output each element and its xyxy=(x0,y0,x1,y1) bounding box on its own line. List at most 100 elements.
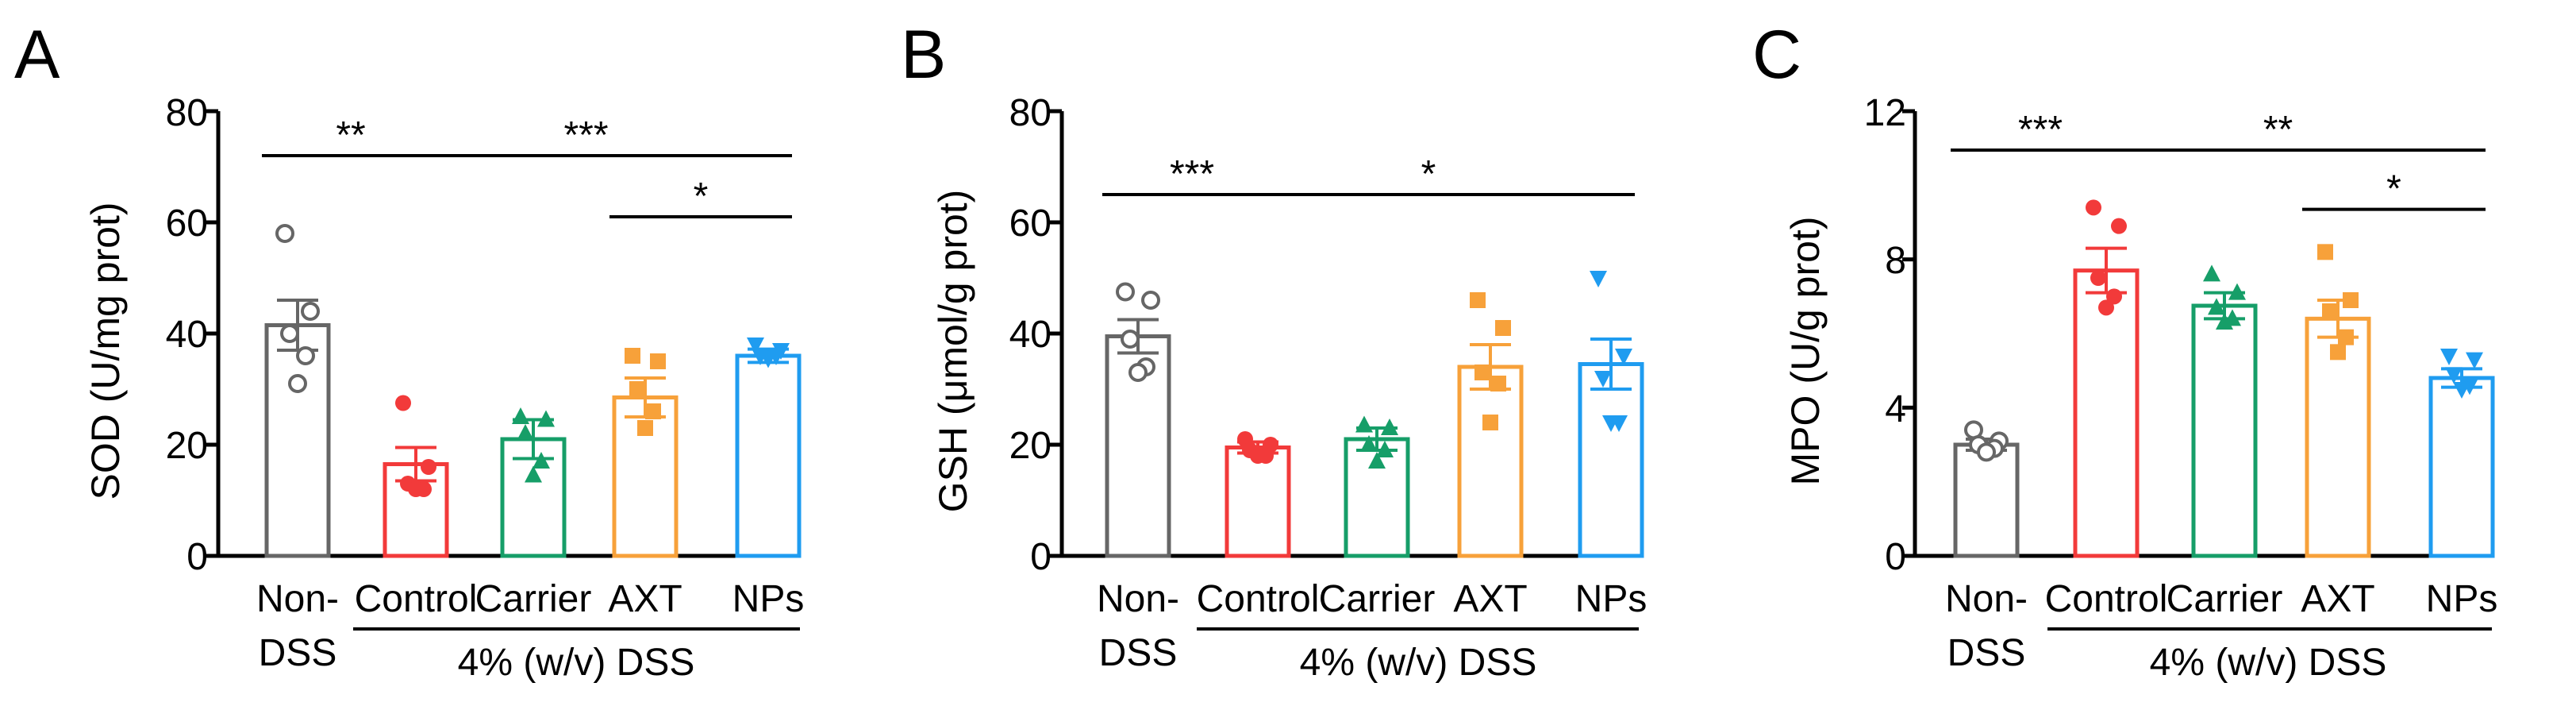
panel-a-point-carrier-2 xyxy=(537,410,555,427)
panel-c-point-axt-1 xyxy=(2317,244,2333,260)
panel-a-point-control-1 xyxy=(395,395,411,411)
panel-b-point-carrier-1 xyxy=(1355,415,1373,433)
panel-a-sig-label-3: * xyxy=(694,176,709,218)
panel-a-bar-nps xyxy=(735,353,802,558)
panel-a-point-control-2 xyxy=(421,459,436,475)
panel-a-letter: A xyxy=(14,17,60,93)
panel-c-errorbar-control xyxy=(2079,246,2133,295)
panel-a-ytick-1: 20 xyxy=(166,425,208,467)
panel-a-xlabel-nondss-line1: Non- xyxy=(256,578,339,620)
panel-c-sig-label-3: * xyxy=(2386,168,2401,210)
panel-c-group-label: 4% (w/v) DSS xyxy=(2150,642,2387,684)
panel-b-point-nps-3 xyxy=(1594,371,1612,388)
panel-a-ytick-3: 60 xyxy=(166,202,208,245)
panel-a-point-nondss-4 xyxy=(296,346,315,365)
panel-c-point-carrier-5 xyxy=(2216,313,2233,330)
panel-a-xlabel-axt: AXT xyxy=(608,578,682,620)
panel-a-point-nondss-1 xyxy=(275,224,294,243)
panel-c-point-axt-2 xyxy=(2343,292,2359,308)
panel-b-point-carrier-5 xyxy=(1368,452,1386,469)
panel-c-xlabel-axt: AXT xyxy=(2301,578,2374,620)
panel-b-ytick-3: 60 xyxy=(1009,202,1052,245)
panel-b-point-nondss-1 xyxy=(1116,282,1135,302)
panel-c-sig-label-1: *** xyxy=(2018,109,2063,151)
panel-b-xlabel-nondss-line1: Non- xyxy=(1097,578,1179,620)
panel-a-point-nps-1 xyxy=(747,338,764,354)
panel-b-plot: *** * xyxy=(1049,109,1644,558)
panel-c-point-control-2 xyxy=(2111,218,2127,234)
panel-c-ytick-3: 12 xyxy=(1864,92,1906,134)
panel-b-point-axt-1 xyxy=(1470,292,1486,308)
panel-a-point-axt-5 xyxy=(637,420,653,436)
panel-b-point-carrier-4 xyxy=(1376,441,1394,457)
panel-a-point-nondss-2 xyxy=(301,302,320,321)
panel-c-point-nps-5 xyxy=(2453,382,2470,399)
panel-b-point-nondss-2 xyxy=(1141,291,1160,310)
panel-a-xlabel-nps: NPs xyxy=(732,578,805,620)
panel-b-point-nps-5 xyxy=(1602,415,1620,432)
panel-a-point-nondss-3 xyxy=(280,324,299,343)
panel-c-xlabel-nondss-line1: Non- xyxy=(1945,578,2028,620)
panel-a-ytick-2: 40 xyxy=(166,314,208,356)
panel-a-xlabel-nondss-line2: DSS xyxy=(259,632,337,674)
panel-b-letter: B xyxy=(901,17,946,93)
panel-b-point-carrier-3 xyxy=(1360,435,1378,452)
panel-c-point-carrier-1 xyxy=(2203,264,2220,282)
panel-a: A SOD (U/mg prot) 0 20 40 60 80 Non- DSS… xyxy=(14,17,804,684)
panel-a-group-label: 4% (w/v) DSS xyxy=(458,642,695,684)
panel-c-letter: C xyxy=(1752,17,1801,93)
panel-b-point-carrier-2 xyxy=(1381,418,1398,435)
panel-b-point-axt-5 xyxy=(1482,415,1498,430)
panel-a-point-carrier-4 xyxy=(533,452,550,469)
panel-a-ytick-4: 80 xyxy=(166,92,208,134)
panel-c-xlabel-carrier: Carrier xyxy=(2167,578,2283,620)
panel-c-point-axt-3 xyxy=(2322,303,2338,319)
panel-a-point-axt-3 xyxy=(629,381,645,397)
panel-c-xlabel-nondss-line2: DSS xyxy=(1947,632,2026,674)
panel-b-xlabel-control: Control xyxy=(1197,578,1320,620)
panel-c-point-nps-1 xyxy=(2440,349,2458,365)
panel-a-point-axt-1 xyxy=(625,348,640,364)
panel-b-xlabel-nondss-line2: DSS xyxy=(1099,632,1178,674)
panel-c-plot: *** *** xyxy=(1902,109,2495,558)
panel-b-point-nondss-3 xyxy=(1121,330,1140,349)
panel-a-ylabel: SOD (U/mg prot) xyxy=(83,202,128,499)
panel-c-point-nps-3 xyxy=(2445,367,2463,384)
panel-c-point-control-5 xyxy=(2098,299,2114,316)
panel-a-plot: ** **** xyxy=(206,109,802,558)
panel-a-ytick-0: 0 xyxy=(186,536,208,578)
panel-c-point-carrier-2 xyxy=(2228,283,2246,300)
panel-a-point-nps-5 xyxy=(759,351,777,368)
panel-c-sig-label-2: ** xyxy=(2263,109,2293,151)
panel-c-point-nondss-5 xyxy=(1977,442,1996,462)
panel-b: B GSH (μmol/g prot) 0 20 40 60 80 Non- D… xyxy=(901,17,1647,684)
panel-b-ytick-2: 40 xyxy=(1009,314,1052,356)
panel-b-xlabel-axt: AXT xyxy=(1453,578,1527,620)
panel-a-point-carrier-5 xyxy=(525,465,542,483)
panel-b-group-label: 4% (w/v) DSS xyxy=(1300,642,1537,684)
panel-a-point-control-5 xyxy=(408,481,424,497)
panel-c-point-axt-5 xyxy=(2330,344,2346,361)
panel-b-point-nondss-5 xyxy=(1128,363,1148,382)
panel-b-bar-axt xyxy=(1457,364,1524,558)
panel-b-xlabel-nps: NPs xyxy=(1575,578,1647,620)
panel-c: C MPO (U/g prot) 0 4 8 12 Non- DSS Contr… xyxy=(1752,17,2497,684)
panel-a-sig-label-1: ** xyxy=(336,114,365,156)
panel-c-point-control-3 xyxy=(2090,270,2106,286)
panel-b-bar-nps xyxy=(1578,362,1644,558)
panel-c-xlabel-control: Control xyxy=(2045,578,2168,620)
panel-b-xlabel-carrier: Carrier xyxy=(1319,578,1436,620)
panel-b-point-axt-3 xyxy=(1474,364,1490,380)
panel-b-ytick-4: 80 xyxy=(1009,92,1052,134)
panel-b-sig-label-2: * xyxy=(1421,153,1436,195)
panel-b-ytick-1: 20 xyxy=(1009,425,1052,467)
panel-b-ylabel: GSH (μmol/g prot) xyxy=(931,190,975,513)
panel-b-point-axt-4 xyxy=(1490,376,1506,392)
panel-c-bar-nps xyxy=(2428,376,2495,558)
panel-c-xlabel-nps: NPs xyxy=(2426,578,2498,620)
panel-c-ylabel: MPO (U/g prot) xyxy=(1783,217,1828,486)
panel-b-point-control-5 xyxy=(1250,448,1266,464)
panel-a-point-nondss-5 xyxy=(288,374,307,393)
panel-b-errorbar-nps xyxy=(1584,338,1638,391)
panel-b-ytick-0: 0 xyxy=(1030,536,1052,578)
